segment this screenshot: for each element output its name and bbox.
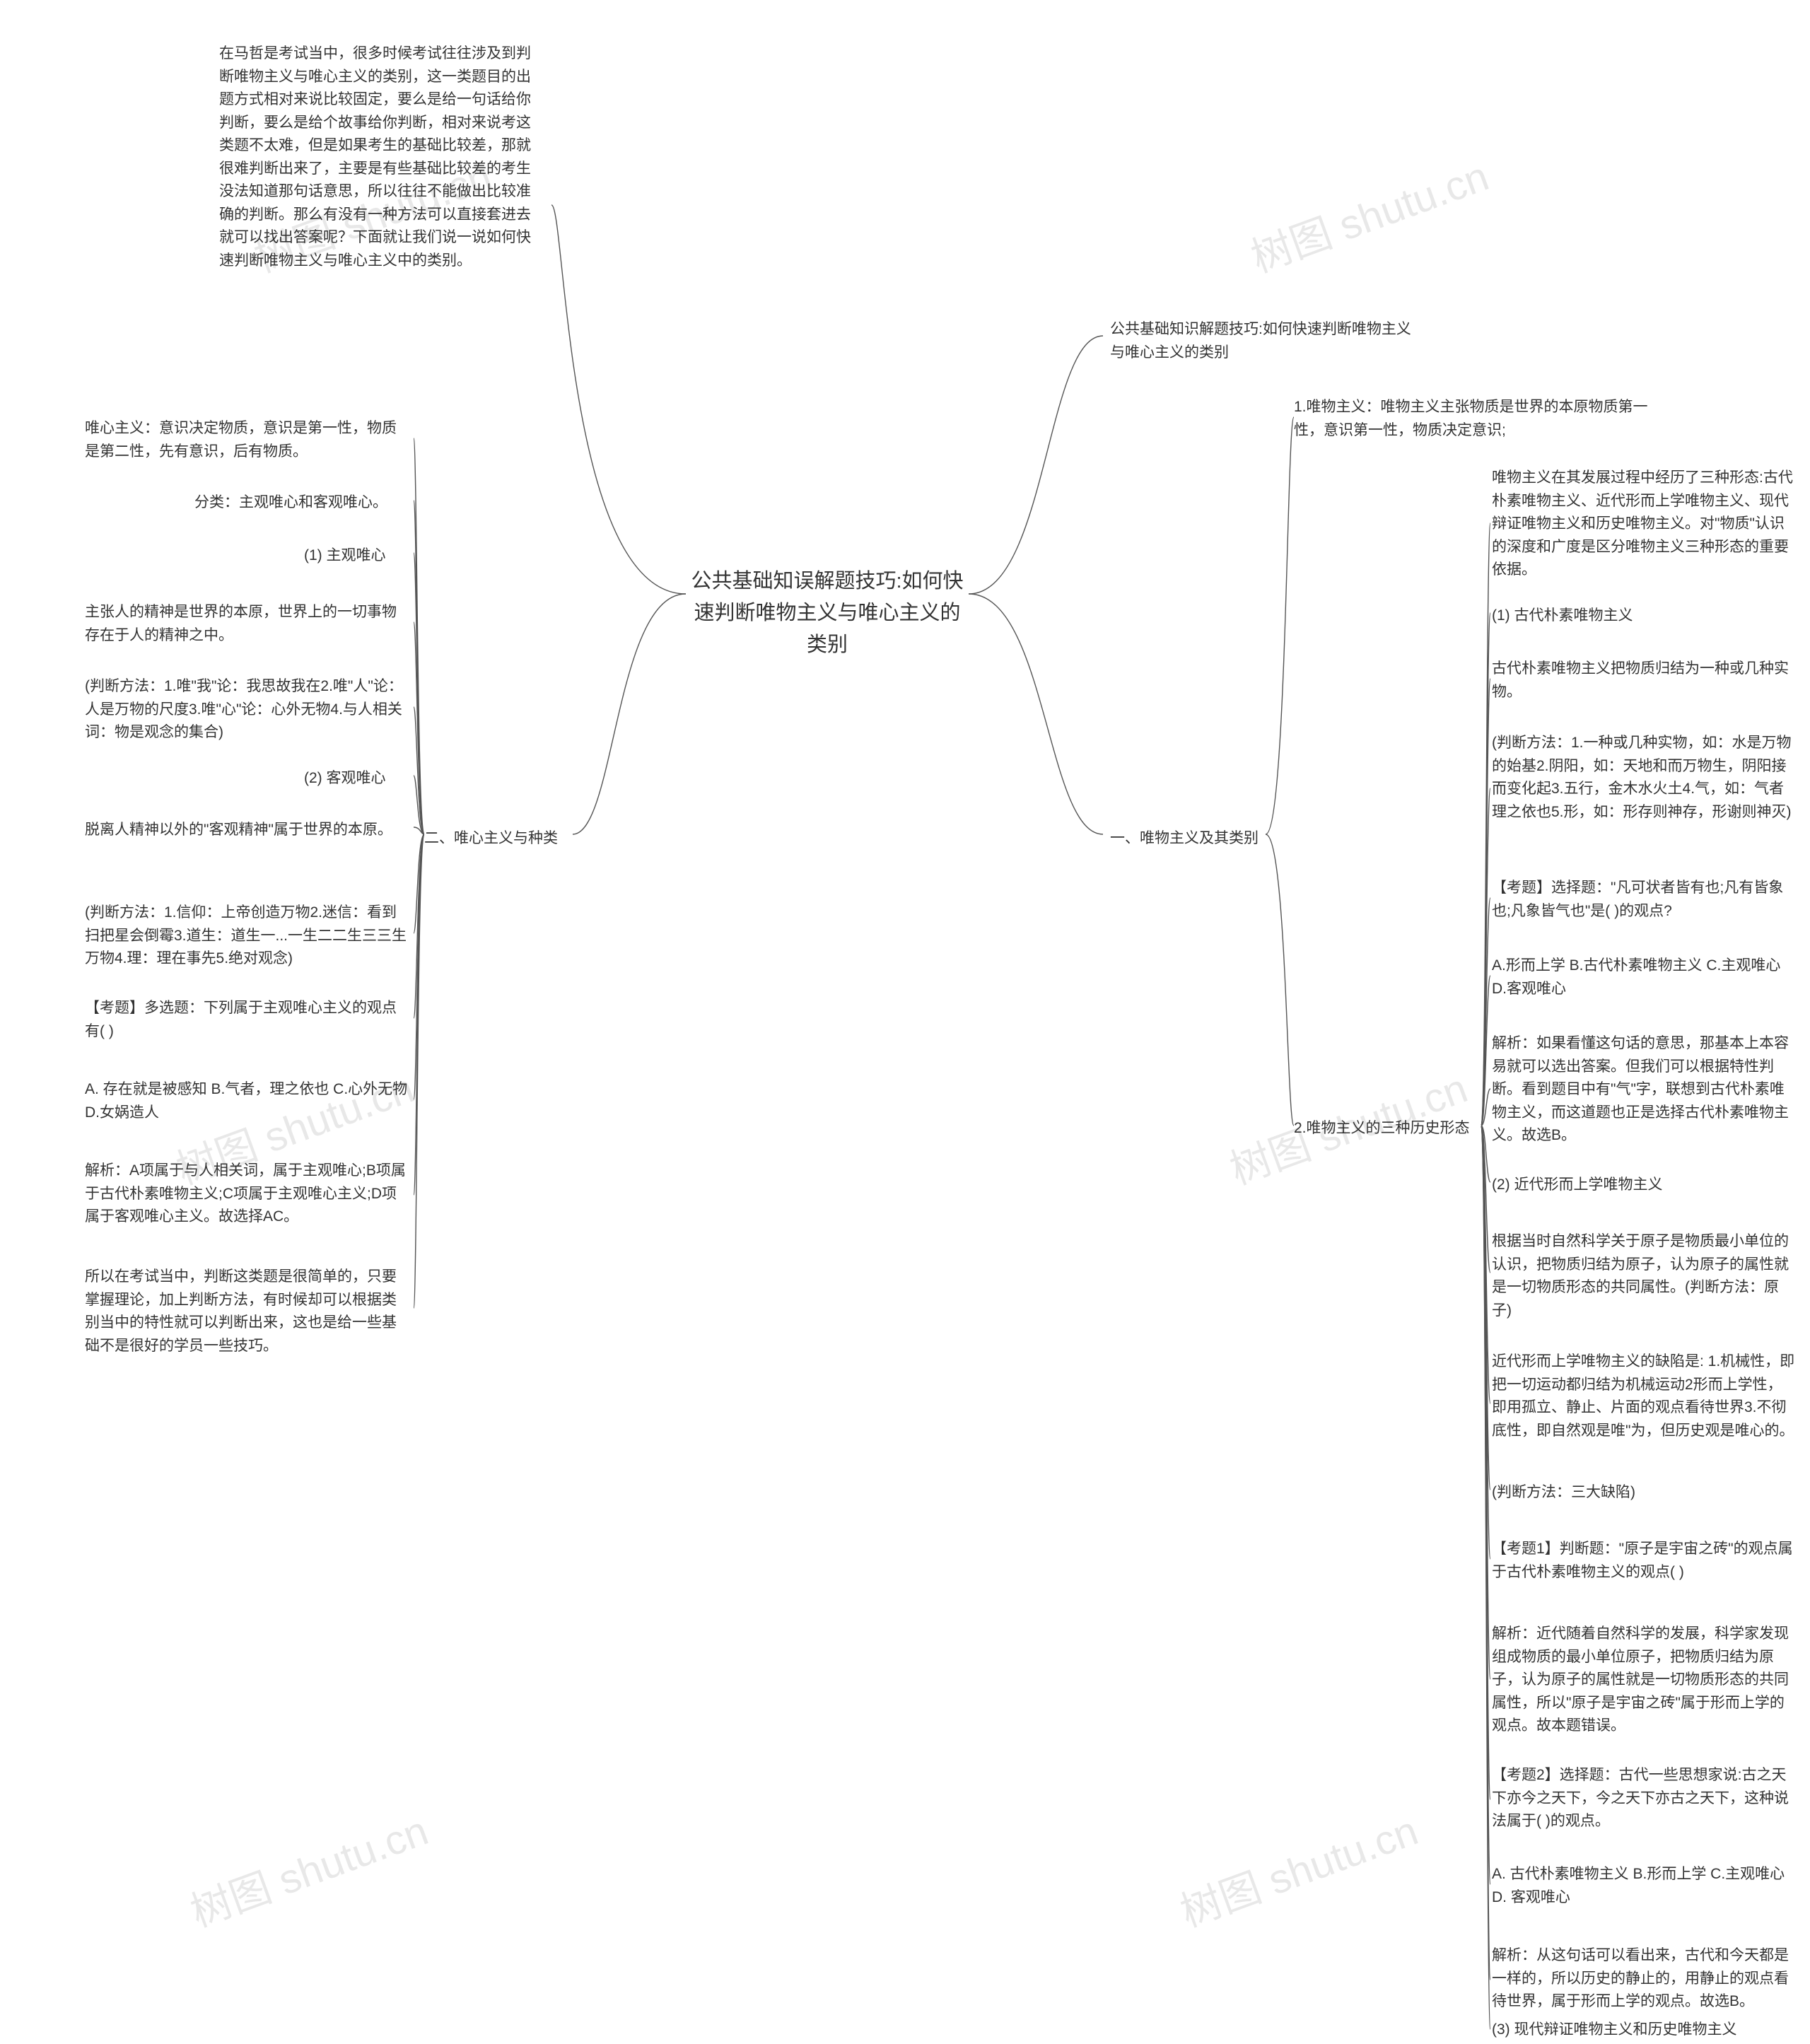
watermark: 树图 shutu.cn — [1171, 1797, 1425, 1938]
right-node-r1: 唯物主义在其发展过程中经历了三种形态:古代朴素唯物主义、近代形而上学唯物主义、现… — [1492, 467, 1796, 582]
left-node-l7: 脱离人精神以外的"客观精神"属于世界的本原。 — [85, 819, 410, 842]
right-node-r2: (1) 古代朴素唯物主义 — [1492, 605, 1704, 628]
right-node-r11: (判断方法：三大缺陷) — [1492, 1481, 1690, 1505]
left-node-l5: (判断方法：1.唯"我"论：我思故我在2.唯"人"论：人是万物的尺度3.唯"心"… — [85, 675, 410, 744]
left-branch-label: 二、唯心主义与种类 — [424, 827, 587, 851]
watermark: 树图 shutu.cn — [181, 1797, 435, 1938]
right-sub1: 1.唯物主义：唯物主义主张物质是世界的本原物质第一性，意识第一性，物质决定意识; — [1294, 396, 1654, 442]
right-top-node: 公共基础知识解题技巧:如何快速判断唯物主义与唯心主义的类别 — [1110, 318, 1421, 364]
right-node-r4: (判断方法：1.一种或几种实物，如：水是万物的始基2.阴阳，如：天地和而万物生，… — [1492, 732, 1796, 824]
right-node-r17: (3) 现代辩证唯物主义和历史唯物主义 — [1492, 2019, 1775, 2042]
left-node-l3: (1) 主观唯心 — [304, 544, 417, 568]
center-node: 公共基础知误解题技巧:如何快速判断唯物主义与唯心主义的类别 — [686, 566, 969, 661]
right-node-r9: 根据当时自然科学关于原子是物质最小单位的认识，把物质归结为原子，认为原子的属性就… — [1492, 1230, 1796, 1322]
right-node-r5: 【考题】选择题："凡可状者皆有也;凡有皆象也;凡象皆气也"是( )的观点? — [1492, 877, 1796, 923]
right-node-r13: 解析：近代随着自然科学的发展，科学家发现组成物质的最小单位原子，把物质归结为原子… — [1492, 1623, 1796, 1738]
left-node-l1: 唯心主义：意识决定物质，意识是第一性，物质是第二性，先有意识，后有物质。 — [85, 417, 410, 463]
left-node-l8: (判断方法：1.信仰：上帝创造万物2.迷信：看到扫把星会倒霉3.道生：道生一..… — [85, 901, 410, 971]
right-node-r6: A.形而上学 B.古代朴素唯物主义 C.主观唯心 D.客观唯心 — [1492, 954, 1796, 1000]
left-node-l10: A. 存在就是被感知 B.气者，理之依也 C.心外无物 D.女娲造人 — [85, 1078, 410, 1124]
left-node-l9: 【考题】多选题：下列属于主观唯心主义的观点有( ) — [85, 997, 410, 1043]
watermark: 树图 shutu.cn — [1242, 143, 1495, 284]
left-node-l6: (2) 客观唯心 — [304, 767, 417, 790]
right-branch-label: 一、唯物主义及其类别 — [1110, 827, 1287, 851]
left-intro: 在马哲是考试当中，很多时候考试往往涉及到判断唯物主义与唯心主义的类别，这一类题目… — [219, 42, 544, 272]
right-node-r12: 【考题1】判断题："原子是宇宙之砖"的观点属于古代朴素唯物主义的观点( ) — [1492, 1538, 1796, 1584]
right-node-r8: (2) 近代形而上学唯物主义 — [1492, 1174, 1718, 1197]
right-node-r7: 解析：如果看懂这句话的意思，那基本上本容易就可以选出答案。但我们可以根据特性判断… — [1492, 1032, 1796, 1147]
left-node-l2: 分类：主观唯心和客观唯心。 — [194, 491, 407, 515]
right-node-r10: 近代形而上学唯物主义的缺陷是: 1.机械性，即把一切运动都归结为机械运动2形而上… — [1492, 1350, 1796, 1442]
right-node-r15: A. 古代朴素唯物主义 B.形而上学 C.主观唯心 D. 客观唯心 — [1492, 1863, 1796, 1909]
left-node-l12: 所以在考试当中，判断这类题是很简单的，只要掌握理论，加上判断方法，有时候却可以根… — [85, 1266, 410, 1357]
left-node-l11: 解析：A项属于与人相关词，属于主观唯心;B项属于古代朴素唯物主义;C项属于主观唯… — [85, 1160, 410, 1229]
right-sub2: 2.唯物主义的三种历史形态 — [1294, 1117, 1506, 1140]
right-node-r16: 解析：从这句话可以看出来，古代和今天都是一样的，所以历史的静止的，用静止的观点看… — [1492, 1944, 1796, 2014]
left-node-l4: 主张人的精神是世界的本原，世界上的一切事物存在于人的精神之中。 — [85, 601, 410, 647]
right-node-r14: 【考题2】选择题：古代一些思想家说:古之天下亦今之天下，今之天下亦古之天下，这种… — [1492, 1764, 1796, 1833]
right-node-r3: 古代朴素唯物主义把物质归结为一种或几种实物。 — [1492, 658, 1796, 703]
